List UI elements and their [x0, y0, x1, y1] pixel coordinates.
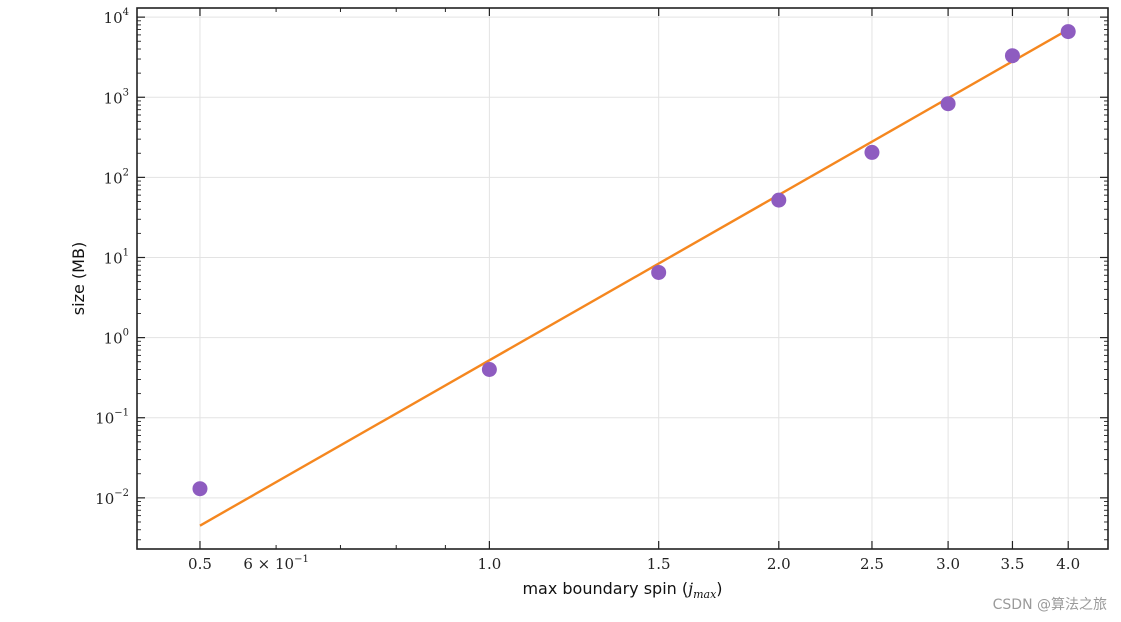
- x-tick-label: 2.0: [767, 555, 791, 573]
- data-points-layer: [192, 24, 1076, 497]
- y-tick-label: 10−1: [95, 408, 129, 428]
- y-tick-label: 10−2: [95, 488, 129, 508]
- data-point: [1004, 48, 1020, 64]
- x-axis-label-sub: max: [693, 588, 717, 601]
- data-point: [651, 264, 667, 280]
- fit-line-layer: [199, 28, 1069, 527]
- y-tick-exponent: −1: [114, 408, 129, 419]
- data-point: [771, 192, 787, 208]
- data-point: [1060, 24, 1076, 40]
- y-tick-exponent: 0: [123, 328, 129, 339]
- y-tick-base: 10: [104, 89, 123, 107]
- y-tick-base: 10: [95, 410, 114, 428]
- y-tick-exponent: 3: [123, 87, 129, 98]
- y-tick-label: 103: [104, 87, 129, 107]
- y-tick-base: 10: [104, 330, 123, 348]
- watermark-text: CSDN @算法之旅: [992, 597, 1107, 613]
- x-axis-label: max boundary spin (jmax): [522, 579, 722, 601]
- x-axis-label-var: j: [685, 579, 693, 598]
- x-minor-tick-exponent: −1: [294, 554, 309, 565]
- y-axis-label: size (MB): [69, 242, 88, 315]
- x-tick-label: 4.0: [1056, 555, 1080, 573]
- y-tick-label: 104: [104, 7, 129, 27]
- x-tick-label: 2.5: [860, 555, 884, 573]
- y-tick-exponent: 2: [123, 167, 129, 178]
- y-tick-label: 101: [104, 247, 129, 267]
- data-point: [481, 362, 497, 378]
- x-tick-label: 0.5: [188, 555, 212, 573]
- x-tick-label: 3.5: [1001, 555, 1025, 573]
- x-tick-labels: 0.5 1.0 1.5 2.0 2.5 3.0 3.5 4.0 6 × 10−1: [188, 554, 1080, 573]
- y-tick-exponent: −2: [114, 488, 129, 499]
- x-tick-label: 1.5: [647, 555, 671, 573]
- x-tick-label: 1.0: [477, 555, 501, 573]
- y-tick-label: 102: [104, 167, 129, 187]
- x-minor-tick-mantissa: 6 × 10: [243, 555, 294, 573]
- x-axis-label-text: max boundary spin (: [522, 579, 688, 598]
- fit-line: [199, 28, 1069, 527]
- y-tick-base: 10: [104, 9, 123, 27]
- plot-frame: [136, 7, 1109, 550]
- y-tick-base: 10: [104, 169, 123, 187]
- x-tick-label: 3.0: [936, 555, 960, 573]
- y-tick-base: 10: [104, 249, 123, 267]
- data-point: [192, 481, 208, 497]
- x-minor-tick-label: 6 × 10−1: [243, 554, 309, 573]
- data-point: [864, 144, 880, 160]
- y-tick-label: 100: [104, 328, 129, 348]
- y-tick-base: 10: [95, 490, 114, 508]
- y-tick-exponent: 1: [123, 247, 129, 258]
- data-point: [940, 96, 956, 112]
- x-axis-label-close: ): [716, 579, 722, 598]
- y-tick-exponent: 4: [123, 7, 129, 18]
